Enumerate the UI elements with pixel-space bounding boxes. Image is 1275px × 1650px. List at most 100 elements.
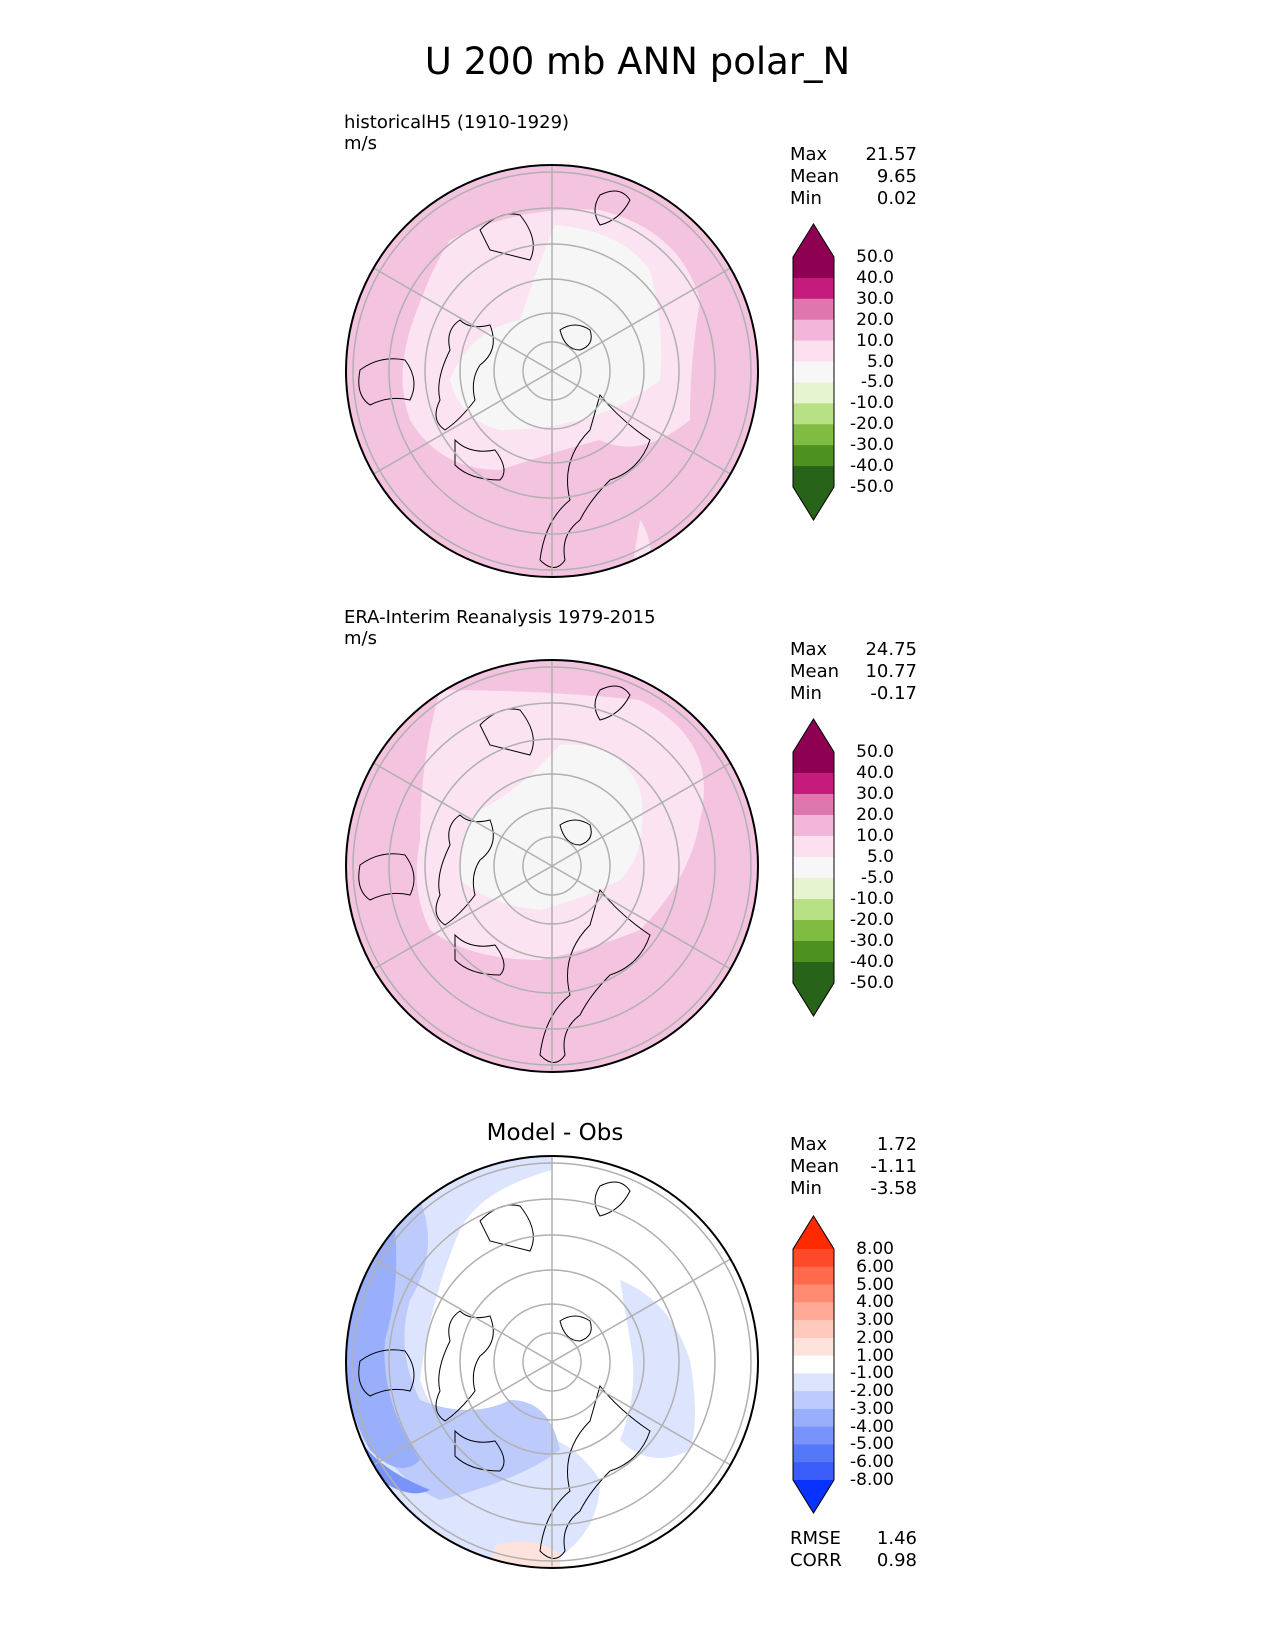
- colorbar-swatch: [793, 1444, 834, 1463]
- colorbar-tick-label: -8.00: [850, 1470, 894, 1490]
- colorbar-swatch: [793, 382, 834, 404]
- colorbar-swatch: [793, 1391, 834, 1410]
- colorbar-tick-label: 30.0: [856, 784, 894, 804]
- colorbar-swatch: [793, 752, 834, 774]
- colorbar-swatch: [793, 277, 834, 300]
- metric-rmse: RMSE 1.46: [790, 1528, 917, 1549]
- colorbar-swatch: [793, 1373, 834, 1392]
- colorbar-outline: [792, 223, 835, 521]
- colorbar-tick-label: -1.00: [850, 1363, 894, 1384]
- stat-min: Min 0.02: [790, 188, 917, 209]
- colorbar-extend-top: [793, 1216, 834, 1249]
- map-panel-1: [345, 164, 759, 578]
- stat-min: Min -0.17: [790, 683, 917, 704]
- colorbar-tick-label: -20.0: [850, 910, 894, 930]
- colorbar-outline: [792, 1215, 835, 1514]
- colorbar-swatch: [793, 1266, 834, 1286]
- colorbar-tick-label: 50.0: [856, 247, 894, 267]
- graticule: [352, 1156, 752, 1568]
- colorbar-swatch: [793, 466, 834, 488]
- stat-max: Max 24.75: [790, 639, 917, 660]
- stat-mean: Mean 10.77: [790, 661, 917, 682]
- map-panel-3: [345, 1155, 759, 1569]
- colorbar-panel-3: [792, 1215, 835, 1514]
- colorbar-swatch: [793, 1284, 834, 1303]
- colorbar-tick-label: 4.00: [856, 1292, 894, 1313]
- colorbar-swatch: [793, 878, 834, 900]
- colorbar-tick-label: -5.00: [850, 1434, 894, 1455]
- colorbar-tick-label: -10.0: [850, 889, 894, 909]
- colorbar-tick-label: -40.0: [850, 952, 894, 972]
- colorbar-tick-label: -40.0: [850, 456, 894, 477]
- colorbar-extend-bottom: [793, 983, 834, 1016]
- colorbar-extend-bottom: [793, 1480, 834, 1513]
- colorbar-tick-label: -4.00: [850, 1416, 894, 1437]
- colorbar-tick-label: 40.0: [856, 267, 894, 288]
- colorbar-swatch: [793, 1408, 834, 1428]
- colorbar-swatch: [793, 340, 834, 363]
- colorbar-tick-label: -5.0: [860, 372, 894, 393]
- colorbar-tick-label: 40.0: [856, 763, 894, 783]
- map-panel-2: [345, 659, 759, 1073]
- colorbar-swatch: [793, 298, 834, 321]
- colorbar-tick-label: -3.00: [850, 1398, 894, 1419]
- colorbar-swatch: [793, 1249, 834, 1268]
- colorbar-swatch: [793, 1302, 834, 1321]
- stat-max: Max 1.72: [790, 1134, 917, 1155]
- panel-1-title: historicalH5 (1910-1929) m/s: [344, 112, 569, 154]
- colorbar-tick-label: 1.00: [856, 1345, 894, 1366]
- colorbar-swatch: [793, 445, 834, 467]
- panel-2-stats: Max 24.75 Mean 10.77 Min -0.17: [790, 639, 917, 705]
- colorbar-swatch: [793, 1426, 834, 1445]
- panel-1-units: m/s: [344, 133, 377, 154]
- colorbar-swatch: [793, 794, 834, 816]
- stat-min: Min -3.58: [790, 1178, 917, 1199]
- colorbar-tick-label: -50.0: [850, 477, 894, 497]
- panel-3-stats: Max 1.72 Mean -1.11 Min -3.58: [790, 1134, 917, 1200]
- colorbar-swatch: [793, 899, 834, 921]
- colorbar-swatch: [793, 1337, 834, 1357]
- colorbar-tick-label: 2.00: [856, 1327, 894, 1348]
- colorbar-tick-label: 5.0: [866, 351, 894, 372]
- graticule: [352, 165, 752, 577]
- colorbar-tick-label: -5.0: [860, 868, 894, 888]
- panel-3-title: Model - Obs: [486, 1120, 624, 1146]
- stat-mean: Mean -1.11: [790, 1156, 917, 1177]
- colorbar-tick-label: -50.0: [850, 973, 894, 993]
- colorbar-tick-label: 10.0: [856, 330, 894, 351]
- colorbar-tick-label: 20.0: [856, 309, 894, 330]
- colorbar-swatch: [793, 857, 834, 879]
- colorbar-panel-1: [792, 223, 835, 521]
- colorbar-swatch: [793, 361, 834, 383]
- colorbar-tick-label: 8.00: [856, 1239, 894, 1259]
- colorbar-swatch: [793, 1320, 834, 1339]
- colorbar-swatch: [793, 1355, 834, 1374]
- colorbar-tick-label: -20.0: [850, 414, 894, 435]
- colorbar-tick-label: 10.0: [856, 826, 894, 846]
- colorbar-tick-label: 5.0: [866, 847, 894, 867]
- colorbar-swatch: [793, 941, 834, 963]
- colorbar-tick-label: -30.0: [850, 435, 894, 456]
- metric-corr: CORR 0.98: [790, 1550, 917, 1571]
- colorbar-extend-bottom: [793, 487, 834, 520]
- colorbar-swatch: [793, 319, 834, 342]
- panel-2-units: m/s: [344, 628, 377, 649]
- panel-3-metrics: RMSE 1.46 CORR 0.98: [790, 1528, 917, 1572]
- stat-mean: Mean 9.65: [790, 166, 917, 187]
- panel-1-name: historicalH5 (1910-1929): [344, 112, 570, 133]
- colorbar-tick-label: -2.00: [850, 1381, 894, 1402]
- colorbar-outline: [792, 718, 835, 1017]
- panel-2-title: ERA-Interim Reanalysis 1979-2015 m/s: [344, 607, 656, 649]
- colorbar-swatch: [793, 424, 834, 446]
- figure-title: U 200 mb ANN polar_N: [424, 40, 851, 83]
- colorbar-tick-label: 5.00: [856, 1274, 894, 1295]
- colorbar-swatch: [793, 257, 834, 279]
- colorbar-tick-label: -10.0: [850, 393, 894, 414]
- colorbar-tick-label: 3.00: [856, 1310, 894, 1331]
- colorbar-tick-label: 20.0: [856, 805, 894, 825]
- colorbar-tick-label: -6.00: [850, 1452, 894, 1473]
- colorbar-tick-label: 30.0: [856, 288, 894, 309]
- panel-1-stats: Max 21.57 Mean 9.65 Min 0.02: [790, 144, 917, 210]
- colorbar-swatch: [793, 1462, 834, 1481]
